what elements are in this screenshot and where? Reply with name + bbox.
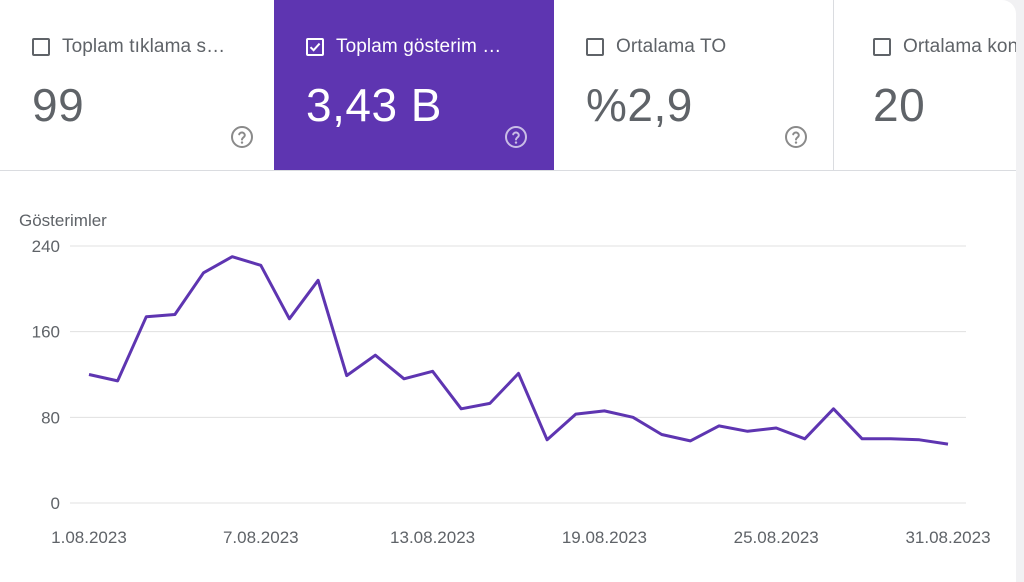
data-point[interactable] (513, 367, 525, 379)
metric-label: Ortalama kon (903, 36, 1016, 57)
data-point[interactable] (140, 311, 152, 323)
data-point[interactable] (713, 420, 725, 432)
data-point[interactable] (255, 259, 267, 271)
metric-label: Toplam gösterim … (336, 36, 502, 57)
data-point[interactable] (83, 369, 95, 381)
data-point[interactable] (112, 375, 124, 387)
data-point[interactable] (627, 411, 639, 423)
checkbox-icon[interactable] (586, 38, 604, 56)
x-tick-label: 19.08.2023 (562, 528, 647, 547)
y-tick-label: 240 (32, 237, 60, 256)
help-circle-icon[interactable] (784, 125, 808, 154)
data-point[interactable] (341, 370, 353, 382)
metric-value: 3,43 B (306, 79, 442, 131)
impressions-chart: Gösterimler 0 80 160 240 1.08.2023 7.08.2023… (0, 171, 1016, 582)
y-tick-label: 80 (41, 408, 60, 427)
data-point[interactable] (598, 405, 610, 417)
y-tick-label: 160 (32, 323, 60, 342)
x-tick-label: 31.08.2023 (905, 528, 990, 547)
y-tick-labels: 0 80 160 240 (32, 237, 60, 513)
checkbox-icon[interactable] (306, 38, 324, 56)
metric-average-position[interactable]: Ortalama kon 20 (835, 0, 1016, 170)
data-point[interactable] (169, 309, 181, 321)
x-tick-label: 1.08.2023 (51, 528, 127, 547)
metric-tabs: Toplam tıklama s… 99 Toplam gösterim … 3… (0, 0, 1016, 171)
x-tick-labels: 1.08.2023 7.08.2023 13.08.2023 19.08.2023 25… (51, 528, 990, 547)
series-group (83, 251, 954, 450)
metric-average-ctr[interactable]: Ortalama TO %2,9 (554, 0, 834, 170)
metric-value: 99 (32, 79, 85, 131)
metric-total-clicks[interactable]: Toplam tıklama s… 99 (0, 0, 280, 170)
data-point[interactable] (427, 365, 439, 377)
x-tick-label: 13.08.2023 (390, 528, 475, 547)
data-point[interactable] (799, 433, 811, 445)
data-point[interactable] (856, 433, 868, 445)
metric-label: Toplam tıklama s… (62, 36, 226, 57)
check-icon (309, 42, 321, 52)
help-circle-icon[interactable] (504, 125, 528, 154)
data-point[interactable] (455, 403, 467, 415)
data-point[interactable] (312, 274, 324, 286)
data-point[interactable] (742, 425, 754, 437)
data-point[interactable] (398, 373, 410, 385)
metric-total-impressions[interactable]: Toplam gösterim … 3,43 B (274, 0, 554, 170)
impressions-series-line[interactable] (88, 255, 949, 446)
x-tick-label: 25.08.2023 (734, 528, 819, 547)
data-point[interactable] (913, 434, 925, 446)
y-tick-label: 0 (51, 494, 60, 513)
metric-value: 20 (873, 79, 926, 131)
y-axis-label: Gösterimler (19, 211, 107, 230)
data-point[interactable] (570, 408, 582, 420)
data-point[interactable] (226, 251, 238, 263)
data-point[interactable] (828, 403, 840, 415)
checkbox-icon[interactable] (873, 38, 891, 56)
line-chart: Gösterimler 0 80 160 240 1.08.2023 7.08.2023… (19, 211, 991, 547)
data-point[interactable] (541, 434, 553, 446)
data-point[interactable] (198, 267, 210, 279)
data-point[interactable] (684, 435, 696, 447)
data-point[interactable] (484, 397, 496, 409)
metric-value: %2,9 (586, 79, 693, 131)
gridlines (70, 245, 966, 504)
data-point[interactable] (770, 422, 782, 434)
x-tick-label: 7.08.2023 (223, 528, 299, 547)
help-circle-icon[interactable] (230, 125, 254, 154)
data-point[interactable] (369, 349, 381, 361)
data-point[interactable] (656, 429, 668, 441)
metric-label: Ortalama TO (616, 36, 727, 57)
data-point[interactable] (885, 433, 897, 445)
data-point[interactable] (283, 313, 295, 325)
data-point[interactable] (942, 438, 954, 450)
checkbox-icon[interactable] (32, 38, 50, 56)
